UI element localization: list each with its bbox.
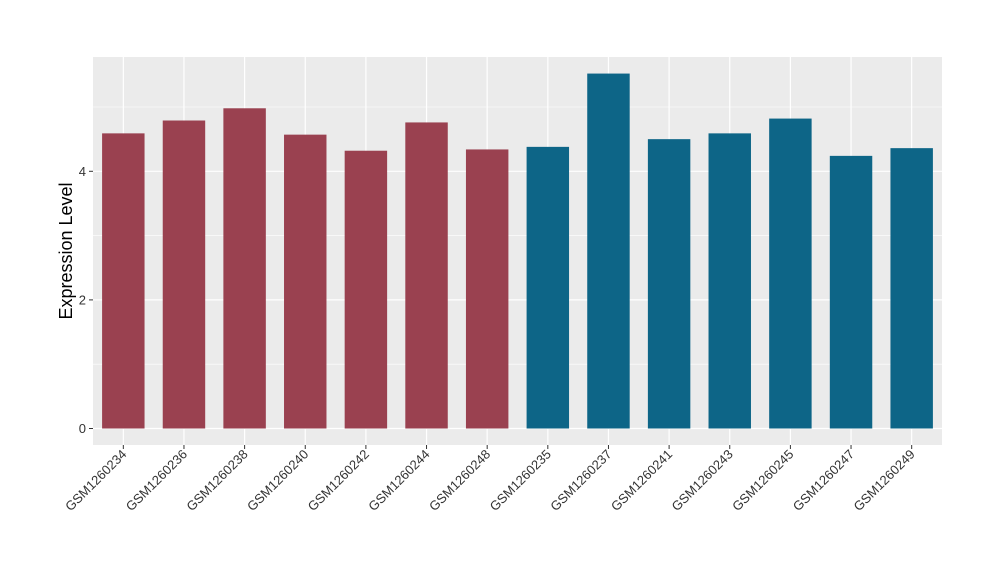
bar-GSM1260235	[526, 146, 570, 429]
bars	[102, 73, 933, 429]
x-tick-label: GSM1260235	[487, 447, 554, 514]
x-tick-label: GSM1260236	[123, 447, 190, 514]
bar-GSM1260243	[708, 133, 751, 429]
y-axis-title: Expression Level	[56, 182, 76, 319]
x-tick-label: GSM1260243	[669, 447, 736, 514]
y-tick-label: 2	[79, 292, 86, 307]
bar-GSM1260237	[587, 73, 630, 429]
bar-GSM1260236	[162, 120, 206, 429]
bar-GSM1260238	[223, 108, 266, 429]
y-axis: 0 2 4	[79, 164, 93, 436]
x-tick-label: GSM1260240	[244, 447, 311, 514]
y-tick-label: 4	[79, 164, 86, 179]
x-tick-label: GSM1260249	[850, 447, 917, 514]
bar-GSM1260249	[890, 148, 933, 429]
x-tick-label: GSM1260241	[608, 447, 675, 514]
x-axis: GSM1260234GSM1260236GSM1260238GSM1260240…	[62, 445, 918, 514]
x-tick-label: GSM1260237	[547, 447, 614, 514]
x-tick-label: GSM1260247	[790, 447, 857, 514]
bar-GSM1260245	[769, 118, 812, 429]
bar-GSM1260240	[284, 134, 327, 429]
bar-GSM1260234	[102, 133, 145, 429]
bar-GSM1260241	[647, 139, 691, 429]
bar-GSM1260247	[829, 155, 873, 429]
x-tick-label: GSM1260248	[426, 447, 493, 514]
x-tick-label: GSM1260234	[62, 447, 129, 514]
panel-background	[93, 57, 942, 445]
x-tick-label: GSM1260244	[365, 447, 432, 514]
x-tick-label: GSM1260245	[729, 447, 796, 514]
x-tick-label: GSM1260238	[183, 447, 250, 514]
x-tick-label: GSM1260242	[305, 447, 372, 514]
bar-GSM1260244	[405, 122, 448, 429]
bar-GSM1260242	[344, 150, 388, 429]
y-tick-label: 0	[79, 421, 86, 436]
bar-GSM1260248	[465, 149, 509, 429]
